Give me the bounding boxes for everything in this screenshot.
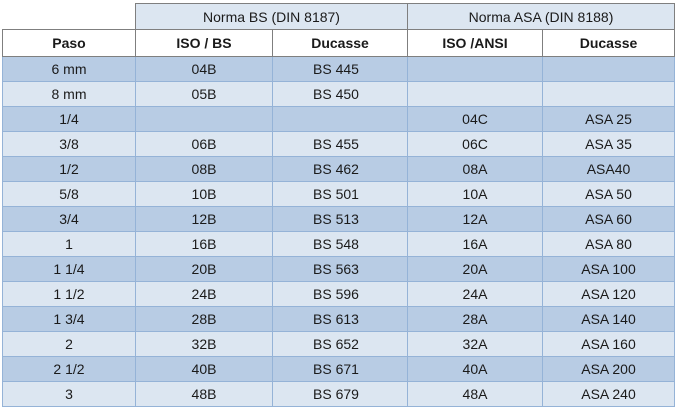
empty-cell (541, 81, 676, 107)
cell: 10B (135, 181, 273, 207)
cell: 28B (135, 306, 273, 332)
data-row: 5/8 10B BS 501 10A ASA 50 (2, 181, 676, 207)
cell: 40B (135, 356, 273, 382)
cell: 5/8 (2, 181, 136, 207)
data-row: 1/2 08B BS 462 08A ASA40 (2, 156, 676, 182)
cell: 06B (135, 131, 273, 157)
column-header: Ducasse (541, 29, 676, 57)
data-row: 3 48B BS 679 48A ASA 240 (2, 381, 676, 407)
cell: ASA 100 (541, 256, 676, 282)
cell: BS 671 (272, 356, 408, 382)
cell: BS 679 (272, 381, 408, 407)
cell: 08B (135, 156, 273, 182)
cell: 20B (135, 256, 273, 282)
cell: 40A (407, 356, 543, 382)
cell: 1/2 (2, 156, 136, 182)
cell: BS 450 (272, 81, 408, 107)
cell: 04C (407, 106, 543, 132)
cell: ASA 140 (541, 306, 676, 332)
cell: 28A (407, 306, 543, 332)
cell: 10A (407, 181, 543, 207)
cell: 1/4 (2, 106, 136, 132)
data-row: 2 1/2 40B BS 671 40A ASA 200 (2, 356, 676, 382)
cell: 1 3/4 (2, 306, 136, 332)
cell: ASA40 (541, 156, 676, 182)
column-header: Ducasse (272, 29, 408, 57)
cell: 05B (135, 81, 273, 107)
cell: 32B (135, 331, 273, 357)
data-row: 3/4 12B BS 513 12A ASA 60 (2, 206, 676, 232)
empty-cell (407, 56, 543, 82)
cell: ASA 120 (541, 281, 676, 307)
column-header: Paso (2, 29, 136, 57)
data-row: 1 3/4 28B BS 613 28A ASA 140 (2, 306, 676, 332)
blank-cell (2, 3, 136, 30)
cell: 04B (135, 56, 273, 82)
data-row: 3/8 06B BS 455 06C ASA 35 (2, 131, 676, 157)
empty-cell (407, 81, 543, 107)
cell: 08A (407, 156, 543, 182)
cell: BS 445 (272, 56, 408, 82)
cell: 8 mm (2, 81, 136, 107)
cell: 12A (407, 206, 543, 232)
cell: 24A (407, 281, 543, 307)
cell: ASA 50 (541, 181, 676, 207)
group-header-row: Norma BS (DIN 8187) Norma ASA (DIN 8188) (2, 3, 676, 30)
cell: 3 (2, 381, 136, 407)
cell: 2 1/2 (2, 356, 136, 382)
empty-cell (135, 106, 273, 132)
chain-table: Norma BS (DIN 8187) Norma ASA (DIN 8188)… (2, 3, 676, 407)
cell: 1 (2, 231, 136, 257)
cell: ASA 60 (541, 206, 676, 232)
data-row: 1/4 04C ASA 25 (2, 106, 676, 132)
cell: 1 1/4 (2, 256, 136, 282)
cell: 6 mm (2, 56, 136, 82)
cell: 1 1/2 (2, 281, 136, 307)
cell: 3/8 (2, 131, 136, 157)
column-header: ISO /ANSI (407, 29, 543, 57)
cell: 12B (135, 206, 273, 232)
cell: 06C (407, 131, 543, 157)
cell: ASA 160 (541, 331, 676, 357)
cell: ASA 200 (541, 356, 676, 382)
cell: BS 462 (272, 156, 408, 182)
cell: 3/4 (2, 206, 136, 232)
cell: BS 613 (272, 306, 408, 332)
cell: BS 563 (272, 256, 408, 282)
cell: BS 652 (272, 331, 408, 357)
cell: 24B (135, 281, 273, 307)
cell: 48A (407, 381, 543, 407)
cell: ASA 25 (541, 106, 676, 132)
cell: 48B (135, 381, 273, 407)
cell: BS 548 (272, 231, 408, 257)
cell: ASA 240 (541, 381, 676, 407)
header-row: Paso ISO / BS Ducasse ISO /ANSI Ducasse (2, 29, 676, 57)
cell: 2 (2, 331, 136, 357)
cell: 16A (407, 231, 543, 257)
data-row: 2 32B BS 652 32A ASA 160 (2, 331, 676, 357)
cell: 32A (407, 331, 543, 357)
cell: ASA 80 (541, 231, 676, 257)
cell: BS 501 (272, 181, 408, 207)
data-row: 8 mm 05B BS 450 (2, 81, 676, 107)
cell: ASA 35 (541, 131, 676, 157)
empty-cell (541, 56, 676, 82)
data-row: 6 mm 04B BS 445 (2, 56, 676, 82)
cell: 20A (407, 256, 543, 282)
column-header: ISO / BS (135, 29, 273, 57)
cell: BS 513 (272, 206, 408, 232)
group-header: Norma ASA (DIN 8188) (406, 3, 676, 30)
data-row: 1 1/2 24B BS 596 24A ASA 120 (2, 281, 676, 307)
cell: BS 596 (272, 281, 408, 307)
cell: BS 455 (272, 131, 408, 157)
data-row: 1 1/4 20B BS 563 20A ASA 100 (2, 256, 676, 282)
group-header: Norma BS (DIN 8187) (135, 3, 408, 30)
data-row: 1 16B BS 548 16A ASA 80 (2, 231, 676, 257)
empty-cell (272, 106, 408, 132)
cell: 16B (135, 231, 273, 257)
